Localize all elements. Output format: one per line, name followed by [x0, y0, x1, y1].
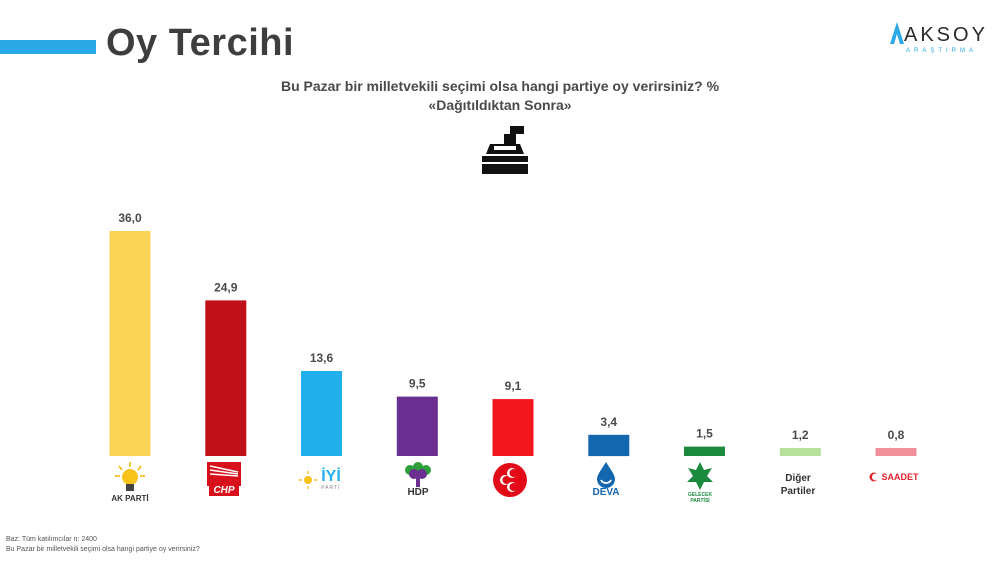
- six-arrows-icon: [207, 462, 241, 486]
- bar-7: [779, 448, 821, 456]
- mhp-logo: [470, 462, 550, 510]
- logo-wordmark: AKSOY: [904, 24, 988, 46]
- ballot-box-icon: [482, 126, 528, 174]
- iyi-label: İYİ: [321, 468, 341, 485]
- bar-value-label-3: 9,5: [409, 377, 426, 391]
- bar-value-label-0: 36,0: [118, 211, 142, 225]
- other-parties-line2: Partiler: [780, 486, 816, 497]
- chart-subtitle: «Dağıtıldıktan Sonra»: [428, 97, 572, 113]
- deva-logo: DEVA: [566, 462, 646, 510]
- bar-3: [396, 396, 438, 456]
- footnote-base: Baz: Tüm katılımcılar n: 2400: [6, 536, 97, 543]
- leaf-icon: [687, 462, 713, 490]
- aksoy-mark-icon: [890, 22, 904, 44]
- deva-label: DEVA: [592, 487, 620, 498]
- bar-4: [492, 399, 534, 456]
- bar-5: [588, 434, 630, 457]
- hdp-label: HDP: [407, 487, 429, 498]
- bar-1: [205, 300, 247, 456]
- chp-logo: CHP: [184, 462, 264, 510]
- lightbulb-icon: [115, 462, 145, 491]
- logo-subtext: ARAŞTIRMA: [906, 48, 978, 54]
- akp-logo: AK PARTİ: [90, 462, 170, 510]
- gelecek-label: GELECEK PARTİSİ: [687, 492, 713, 504]
- title-accent-bar: [0, 40, 96, 54]
- crescent-icon: [869, 472, 880, 482]
- bar-value-label-1: 24,9: [214, 280, 238, 294]
- chart-title: Bu Pazar bir milletvekili seçimi olsa ha…: [280, 78, 720, 94]
- sun-icon: [299, 471, 318, 489]
- bar-value-label-8: 0,8: [888, 428, 905, 442]
- bar-value-label-7: 1,2: [792, 428, 809, 442]
- bar-value-label-2: 13,6: [310, 351, 334, 365]
- bar-value-label-4: 9,1: [505, 379, 522, 393]
- iyi-logo: İYİ PARTİ: [280, 462, 360, 498]
- akp-label: AK PARTİ: [111, 494, 149, 503]
- other-parties-label: Diğer Partiler: [758, 462, 838, 510]
- saadet-logo: SAADET: [854, 462, 934, 492]
- footnote-question: Bu Pazar bir milletvekili seçimi olsa ha…: [6, 546, 200, 553]
- iyi-sub-label: PARTİ: [321, 485, 341, 491]
- bar-value-label-5: 3,4: [600, 415, 617, 429]
- saadet-label: SAADET: [881, 472, 919, 482]
- crescents-icon: [493, 463, 527, 497]
- tree-icon: [405, 462, 431, 487]
- bar-0: [109, 231, 151, 456]
- bar-value-label-6: 1,5: [696, 427, 713, 441]
- bar-8: [875, 448, 917, 456]
- other-parties-line1: Diğer: [785, 473, 811, 484]
- gelecek-logo: GELECEK PARTİSİ: [660, 462, 740, 510]
- chp-label: CHP: [209, 486, 239, 496]
- water-drop-icon: [597, 462, 615, 488]
- aksoy-logo: AKSOY ARAŞTIRMA: [890, 18, 990, 58]
- page-title: Oy Tercihi: [106, 22, 295, 64]
- bar-6: [684, 446, 725, 456]
- bar-2: [301, 371, 342, 456]
- hdp-logo: HDP: [378, 462, 458, 510]
